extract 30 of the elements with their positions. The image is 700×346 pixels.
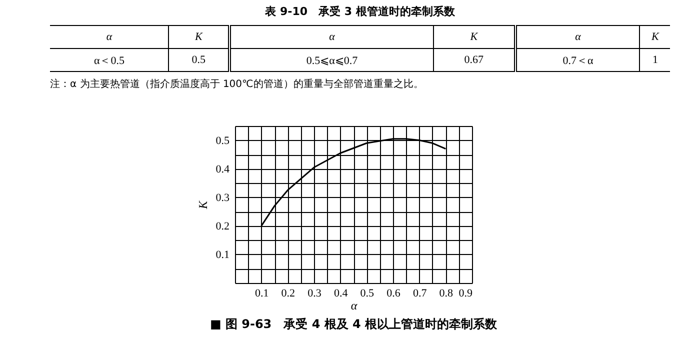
x-axis-title: α	[350, 298, 358, 312]
y-tick-label: 0.5	[216, 134, 230, 147]
y-tick-label: 0.2	[216, 220, 230, 232]
text: 注：α 为主要热管道（指介质温度高于 100℃的管道）的重量与全部管道重量之比。	[50, 78, 424, 91]
x-tick-label: 0.6	[386, 288, 401, 300]
text: ■ 图 9-63 承受 4 根及 4 根以上管道时的牵制系数	[210, 317, 498, 331]
x-tick-label: 0.7	[412, 288, 428, 300]
y-tick-label: 0.3	[216, 192, 230, 204]
category-label: K	[434, 26, 516, 48]
x-tick-label: 0.8	[439, 288, 454, 300]
y-axis-title: K	[196, 200, 210, 210]
x-tick-label: 0.9	[458, 288, 473, 300]
category-label: K	[640, 26, 670, 48]
category-label: K	[168, 26, 230, 48]
x-tick-label: 0.1	[254, 288, 269, 300]
text: 1	[640, 48, 670, 72]
y-tick-label: 0.1	[216, 248, 230, 261]
x-tick-label: 0.2	[281, 288, 296, 300]
text: 0.67	[434, 48, 516, 72]
category-label: α	[50, 26, 169, 48]
text: α＜0.5	[92, 54, 126, 68]
category-label: α	[229, 26, 434, 48]
text: 0.7＜α	[515, 48, 640, 72]
y-tick-label: 0.4	[216, 163, 230, 176]
text: 0.5⩽α⩽0.7	[229, 48, 434, 72]
category-label: α	[515, 26, 640, 48]
x-tick-label: 0.3	[308, 288, 322, 300]
x-tick-label: 0.5	[360, 288, 375, 300]
x-tick-label: 0.4	[334, 288, 348, 300]
text: 表 9-10 承受 3 根管道时的牵制系数	[264, 4, 456, 19]
